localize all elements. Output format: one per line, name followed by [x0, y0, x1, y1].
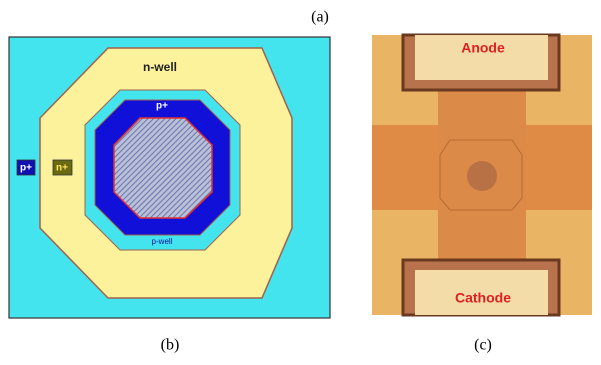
figure: (a) n-well p+ p-well p+ n+ (b) Anode Cat…: [0, 0, 601, 360]
panel-label: (b): [161, 337, 180, 354]
region-label: p-well: [152, 237, 173, 246]
pad-label: Cathode: [455, 290, 511, 306]
region-label: n+: [56, 163, 68, 174]
pad-label: Anode: [461, 40, 505, 56]
region-label: n-well: [143, 60, 177, 74]
panel-label: (c): [474, 337, 492, 354]
layout-diagram: [9, 37, 330, 318]
region-label: p+: [20, 163, 32, 174]
region-label: p+: [156, 101, 168, 112]
panel-label: (a): [311, 9, 329, 26]
micrograph: [372, 35, 592, 315]
